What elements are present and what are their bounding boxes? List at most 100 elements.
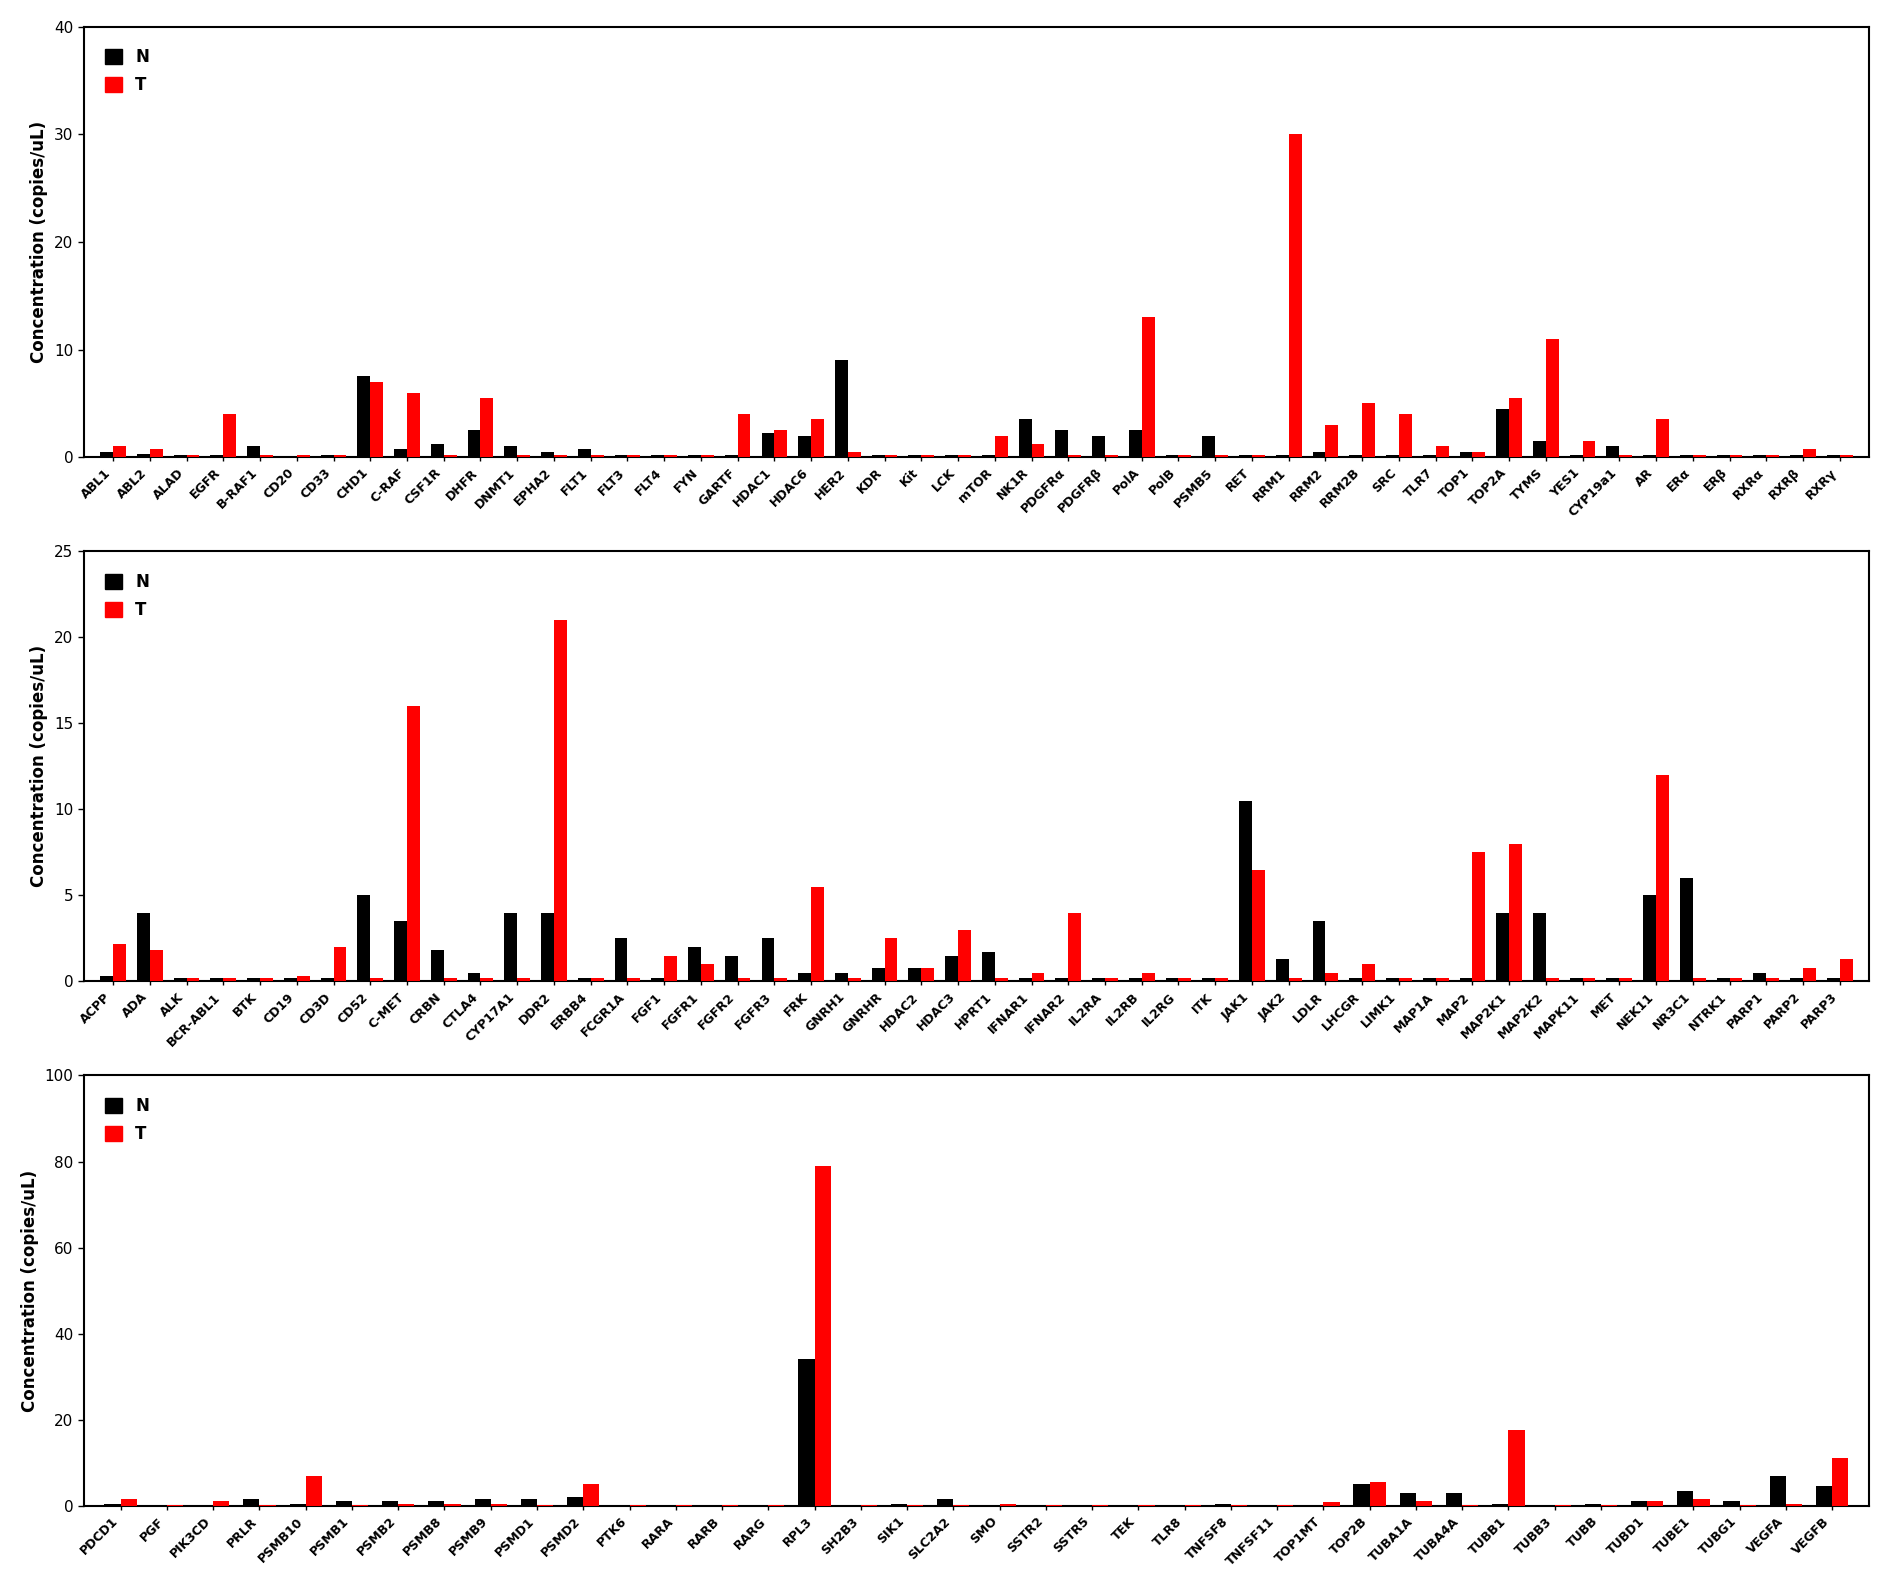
Bar xyxy=(1215,454,1228,458)
Bar xyxy=(174,454,187,458)
Bar xyxy=(297,976,310,982)
Bar xyxy=(1789,977,1802,982)
Bar xyxy=(1179,454,1190,458)
Bar xyxy=(1619,454,1632,458)
Bar xyxy=(1630,1502,1647,1506)
Bar xyxy=(909,454,920,458)
Bar xyxy=(1642,895,1655,982)
Bar xyxy=(1445,1492,1462,1506)
Bar xyxy=(1768,1476,1785,1506)
Bar xyxy=(1251,454,1264,458)
Bar xyxy=(1415,1502,1432,1506)
Bar xyxy=(1802,448,1815,458)
Bar xyxy=(797,435,810,458)
Bar xyxy=(357,895,370,982)
Bar xyxy=(920,454,933,458)
Bar xyxy=(1458,977,1472,982)
Bar xyxy=(1830,1459,1847,1506)
Bar xyxy=(336,1502,351,1506)
Bar xyxy=(467,972,480,982)
Bar xyxy=(944,454,958,458)
Bar xyxy=(1054,431,1067,458)
Bar xyxy=(1693,454,1704,458)
Bar xyxy=(584,1484,599,1506)
Bar xyxy=(332,947,346,982)
Bar xyxy=(1322,1502,1339,1506)
Bar xyxy=(553,454,567,458)
Bar xyxy=(1507,1430,1524,1506)
Bar xyxy=(223,415,236,458)
Bar xyxy=(701,965,714,982)
Bar xyxy=(244,1500,259,1506)
Bar xyxy=(663,454,676,458)
Bar xyxy=(835,361,848,458)
Bar xyxy=(518,977,529,982)
Bar xyxy=(994,977,1007,982)
Bar xyxy=(944,955,958,982)
Bar xyxy=(1647,1502,1662,1506)
Bar xyxy=(737,977,750,982)
Bar xyxy=(1105,977,1116,982)
Bar xyxy=(1679,454,1693,458)
Bar xyxy=(213,1502,229,1506)
Bar xyxy=(1436,977,1447,982)
Bar xyxy=(1422,454,1436,458)
Bar xyxy=(1141,318,1154,458)
Bar xyxy=(1288,977,1302,982)
Bar xyxy=(614,454,627,458)
Bar xyxy=(1532,442,1545,458)
Bar xyxy=(149,448,162,458)
Bar xyxy=(1251,869,1264,982)
Bar xyxy=(994,435,1007,458)
Bar xyxy=(1275,960,1288,982)
Bar xyxy=(937,1500,952,1506)
Bar xyxy=(848,451,859,458)
Bar xyxy=(578,977,591,982)
Bar xyxy=(540,912,553,982)
Bar xyxy=(1422,977,1436,982)
Bar xyxy=(1532,912,1545,982)
Bar xyxy=(1105,454,1116,458)
Bar xyxy=(1092,977,1105,982)
Bar xyxy=(395,922,406,982)
Bar xyxy=(1067,454,1081,458)
Bar xyxy=(1201,435,1215,458)
Bar xyxy=(810,419,824,458)
Bar xyxy=(540,451,553,458)
Bar xyxy=(1275,454,1288,458)
Y-axis label: Concentration (copies/uL): Concentration (copies/uL) xyxy=(30,121,49,362)
Bar xyxy=(100,976,113,982)
Bar xyxy=(1838,454,1851,458)
Bar xyxy=(591,454,603,458)
Bar xyxy=(1458,451,1472,458)
Bar xyxy=(871,454,884,458)
Bar xyxy=(1398,977,1411,982)
Bar xyxy=(382,1502,399,1506)
Bar xyxy=(890,1503,907,1506)
Bar xyxy=(297,454,310,458)
Bar xyxy=(627,454,640,458)
Bar xyxy=(1215,1503,1230,1506)
Bar xyxy=(1018,419,1031,458)
Bar xyxy=(1370,1483,1385,1506)
Bar xyxy=(1545,338,1558,458)
Bar xyxy=(1324,424,1337,458)
Bar xyxy=(1311,451,1324,458)
Bar xyxy=(113,944,127,982)
Bar xyxy=(1715,454,1728,458)
Bar xyxy=(1201,977,1215,982)
Bar xyxy=(283,977,297,982)
Bar xyxy=(761,434,774,458)
Bar xyxy=(1655,419,1668,458)
Bar xyxy=(737,415,750,458)
Bar xyxy=(652,977,663,982)
Bar xyxy=(1581,977,1594,982)
Bar xyxy=(332,454,346,458)
Bar xyxy=(920,968,933,982)
Bar xyxy=(1398,415,1411,458)
Bar xyxy=(1385,977,1398,982)
Bar xyxy=(261,454,272,458)
Bar xyxy=(1606,447,1619,458)
Bar xyxy=(187,454,200,458)
Bar xyxy=(1606,977,1619,982)
